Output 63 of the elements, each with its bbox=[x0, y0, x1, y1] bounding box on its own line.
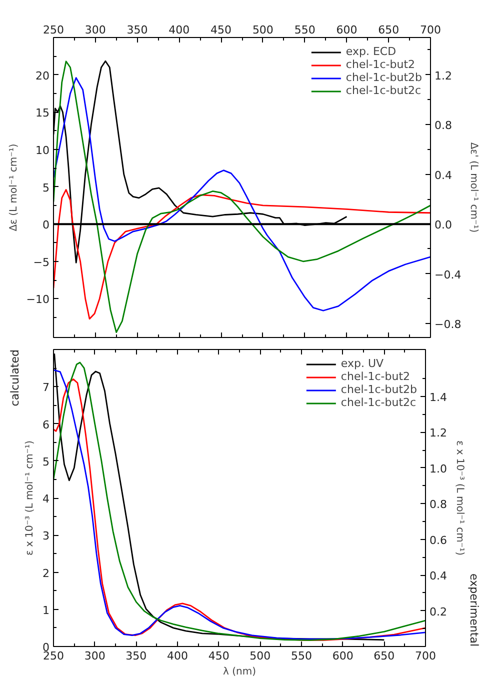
x-tick-label: 400 bbox=[167, 650, 188, 662]
y2-tick-label: 0.4 bbox=[430, 570, 447, 583]
y2-tick-label: 1.2 bbox=[434, 69, 452, 82]
x-tick-label: 250 bbox=[43, 24, 64, 36]
y2-tick-label: 1.2 bbox=[430, 426, 447, 440]
x-tick-label: 400 bbox=[168, 24, 190, 36]
y-tick-label: 1 bbox=[42, 604, 50, 617]
y-tick-label: 7 bbox=[42, 381, 50, 394]
y-tick-label: 0 bbox=[42, 218, 50, 232]
y2-tick-label: 1.0 bbox=[430, 462, 447, 476]
text: calculated bbox=[8, 349, 22, 406]
x-tick-label: 550 bbox=[294, 24, 316, 36]
x-tick-label: 500 bbox=[250, 650, 271, 662]
legend-label: chel-1c-but2b bbox=[340, 383, 417, 396]
y2-tick-label: −0.4 bbox=[434, 268, 462, 282]
y-tick-label: 5 bbox=[42, 181, 50, 194]
y2-tick-label: 0.0 bbox=[434, 218, 452, 232]
y-axis-title: Δε (L mol⁻¹ cm⁻¹) bbox=[8, 144, 20, 232]
y2-tick-label: 0.2 bbox=[430, 605, 447, 618]
x-tick-label: 450 bbox=[208, 650, 230, 662]
legend-label: chel-1c-but2c bbox=[346, 84, 422, 97]
legend-label: chel-1c-but2c bbox=[340, 396, 416, 409]
y-tick-label: 4 bbox=[42, 492, 50, 506]
x-tick-label: 350 bbox=[126, 24, 148, 36]
y-tick-label: 5 bbox=[42, 455, 50, 468]
y-tick-label: 3 bbox=[42, 530, 50, 543]
text: experimental bbox=[468, 574, 480, 647]
legend-label: exp. ECD bbox=[346, 45, 396, 58]
x-tick-label: 350 bbox=[126, 650, 147, 662]
y2-tick-label: 0.8 bbox=[430, 498, 447, 512]
y2-tick-label: 0.4 bbox=[434, 168, 452, 182]
x-axis-title: λ (nm) bbox=[223, 666, 256, 678]
x-tick-label: 600 bbox=[332, 650, 354, 662]
y-tick-label: 6 bbox=[42, 418, 50, 432]
x-tick-label: 700 bbox=[415, 650, 436, 662]
line-series bbox=[54, 189, 430, 320]
y2-axis-title: ε x 10⁻³ (L mol⁻¹ cm⁻¹) bbox=[454, 440, 465, 556]
y2-tick-label: 1.4 bbox=[430, 390, 447, 404]
y-tick-label: 15 bbox=[36, 106, 50, 120]
x-tick-label: 700 bbox=[420, 24, 441, 36]
y-tick-label: −5 bbox=[33, 256, 50, 269]
x-tick-label: 650 bbox=[374, 650, 395, 662]
y2-tick-label: 0.8 bbox=[434, 119, 452, 132]
legend-label: chel-1c-but2b bbox=[346, 71, 422, 84]
y-tick-label: −10 bbox=[26, 293, 50, 306]
y2-tick-label: −0.8 bbox=[434, 318, 462, 332]
y-tick-label: 10 bbox=[36, 144, 50, 157]
y2-tick-label: 0.6 bbox=[430, 534, 447, 547]
x-tick-label: 500 bbox=[252, 24, 274, 36]
x-tick-label: 250 bbox=[43, 650, 64, 662]
x-tick-label: 450 bbox=[210, 24, 232, 36]
x-tick-label: 550 bbox=[291, 650, 312, 662]
x-tick-label: 300 bbox=[84, 650, 106, 662]
legend-label: chel-1c-but2 bbox=[340, 370, 410, 383]
x-tick-label: 300 bbox=[84, 24, 106, 36]
y-tick-label: 20 bbox=[36, 69, 50, 82]
x-tick-label: 650 bbox=[378, 24, 400, 36]
legend-label: chel-1c-but2 bbox=[346, 58, 416, 71]
y-tick-label: 2 bbox=[42, 566, 50, 580]
x-tick-label: 600 bbox=[336, 24, 358, 36]
legend-label: exp. UV bbox=[340, 357, 384, 370]
y2-axis-title: Δε' (L mol⁻¹ cm⁻¹) bbox=[468, 142, 480, 233]
y-axis-title: ε x 10⁻³ (L mol⁻¹ cm⁻¹) bbox=[24, 440, 36, 556]
